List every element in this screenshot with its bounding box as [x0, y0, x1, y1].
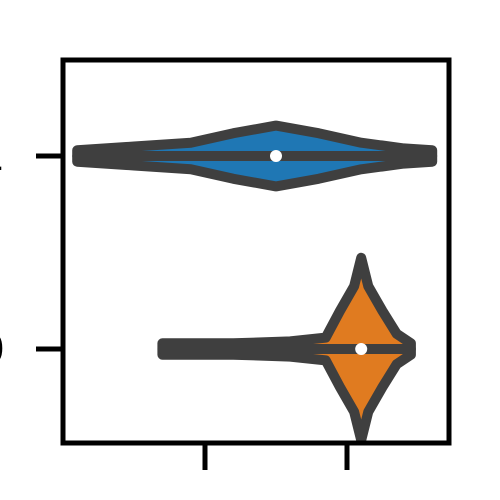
median-marker-1: [270, 150, 282, 162]
median-marker-0: [355, 343, 368, 355]
y-tick-label-0: 0: [0, 327, 5, 373]
axis-layer: 10: [0, 134, 350, 470]
plot-frame: [60, 57, 452, 446]
plot-layer: [72, 120, 438, 446]
y-tick-label-1: 1: [0, 134, 5, 180]
